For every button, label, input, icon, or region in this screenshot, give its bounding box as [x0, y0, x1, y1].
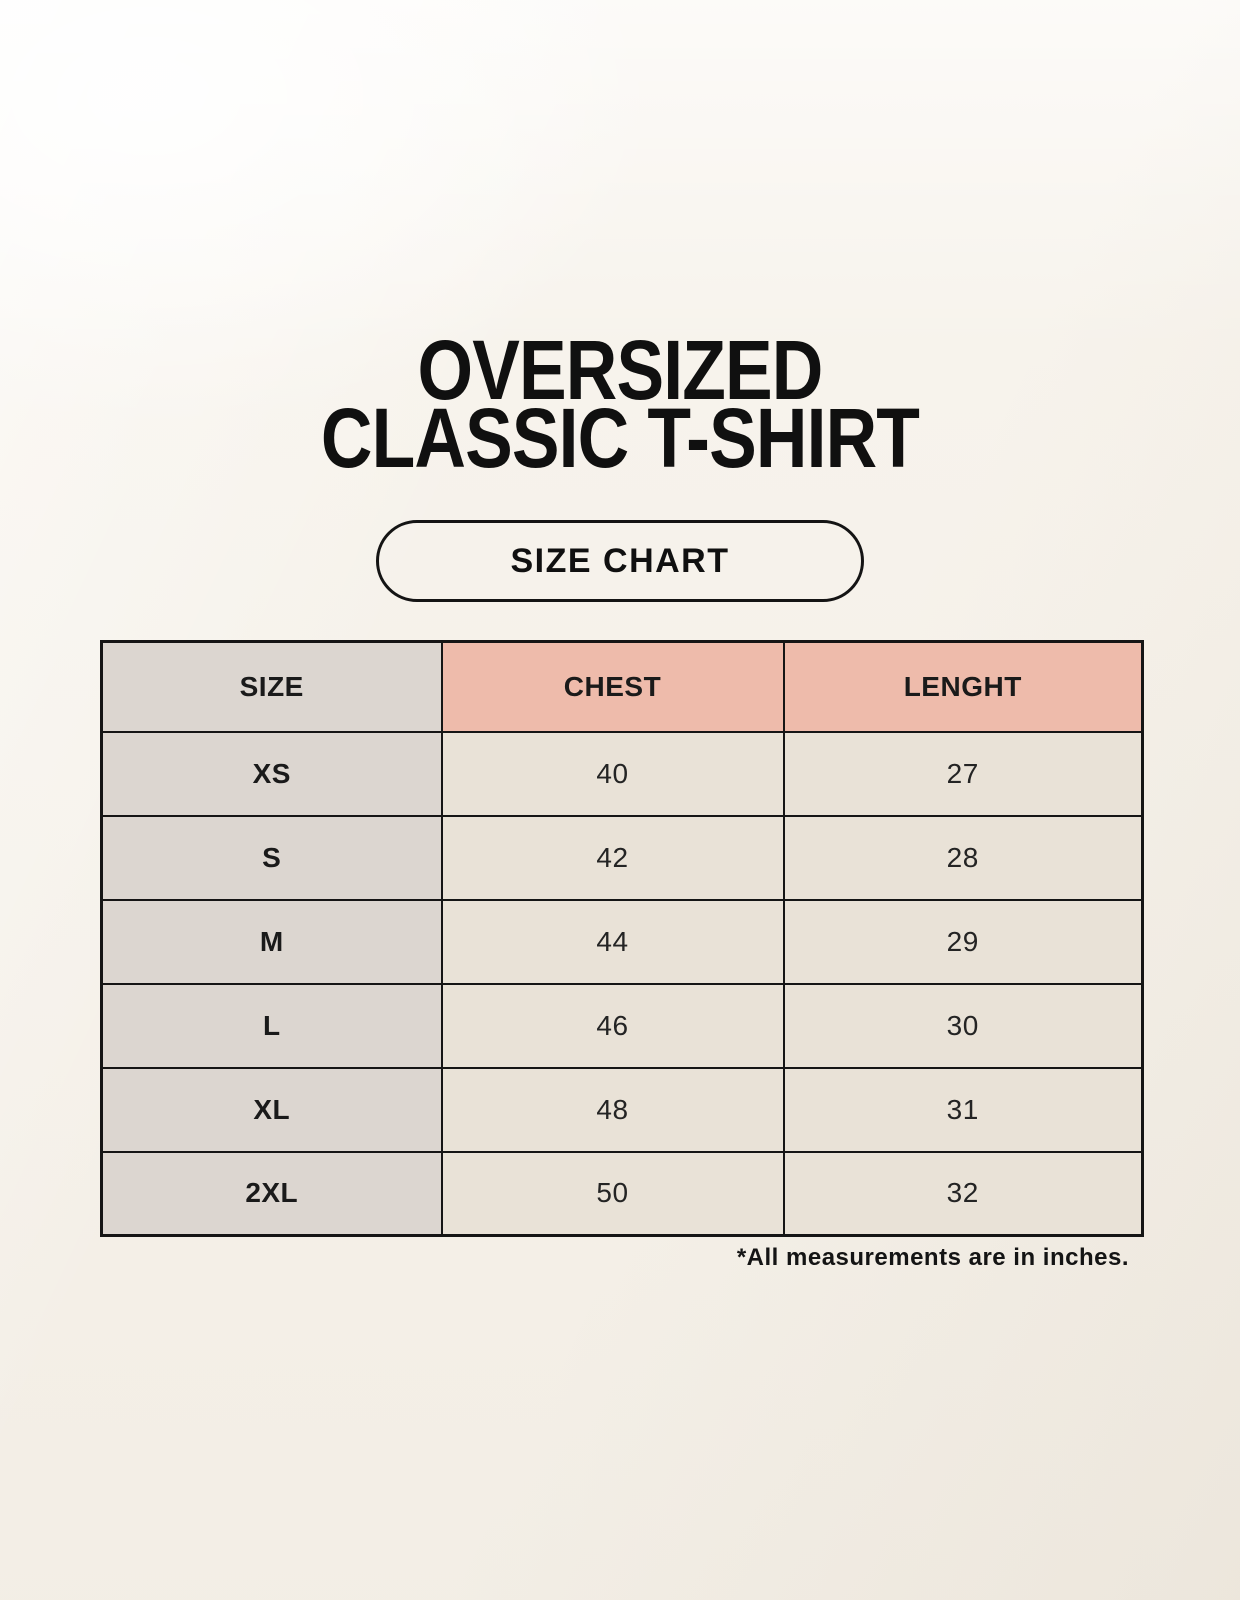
- length-value: 32: [782, 1150, 1144, 1237]
- size-chart-badge-label: SIZE CHART: [510, 541, 730, 580]
- table-row: S 42 28: [100, 814, 1144, 901]
- size-label: S: [100, 814, 443, 901]
- chest-value: 44: [440, 898, 785, 985]
- page-title: OVERSIZED CLASSIC T-SHIRT: [93, 323, 1147, 485]
- size-table: SIZE CHEST LENGHT XS 40 27 S 42 28 M 44 …: [100, 640, 1144, 1237]
- chest-value: 42: [440, 814, 785, 901]
- page-title-line-2: CLASSIC T-SHIRT: [320, 391, 920, 485]
- size-label: M: [100, 898, 443, 985]
- size-label: XL: [100, 1066, 443, 1153]
- table-row: L 46 30: [100, 982, 1144, 1069]
- chest-value: 40: [440, 730, 785, 817]
- size-label: 2XL: [100, 1150, 443, 1237]
- table-row: XS 40 27: [100, 730, 1144, 817]
- page-title-line-1: OVERSIZED: [417, 323, 824, 417]
- length-value: 27: [782, 730, 1144, 817]
- length-value: 28: [782, 814, 1144, 901]
- header-cell-chest: CHEST: [440, 640, 785, 733]
- table-header-row: SIZE CHEST LENGHT: [100, 640, 1144, 733]
- chest-value: 48: [440, 1066, 785, 1153]
- size-chart-badge: SIZE CHART: [376, 520, 864, 602]
- size-label: L: [100, 982, 443, 1069]
- table-row: XL 48 31: [100, 1066, 1144, 1153]
- table-row: 2XL 50 32: [100, 1150, 1144, 1237]
- header-cell-size: SIZE: [100, 640, 443, 733]
- measurements-footnote: *All measurements are in inches.: [736, 1244, 1129, 1271]
- header-cell-length: LENGHT: [782, 640, 1144, 733]
- length-value: 30: [782, 982, 1144, 1069]
- length-value: 31: [782, 1066, 1144, 1153]
- chest-value: 50: [440, 1150, 785, 1237]
- size-table-container: SIZE CHEST LENGHT XS 40 27 S 42 28 M 44 …: [100, 640, 1144, 1237]
- length-value: 29: [782, 898, 1144, 985]
- size-label: XS: [100, 730, 443, 817]
- chest-value: 46: [440, 982, 785, 1069]
- table-row: M 44 29: [100, 898, 1144, 985]
